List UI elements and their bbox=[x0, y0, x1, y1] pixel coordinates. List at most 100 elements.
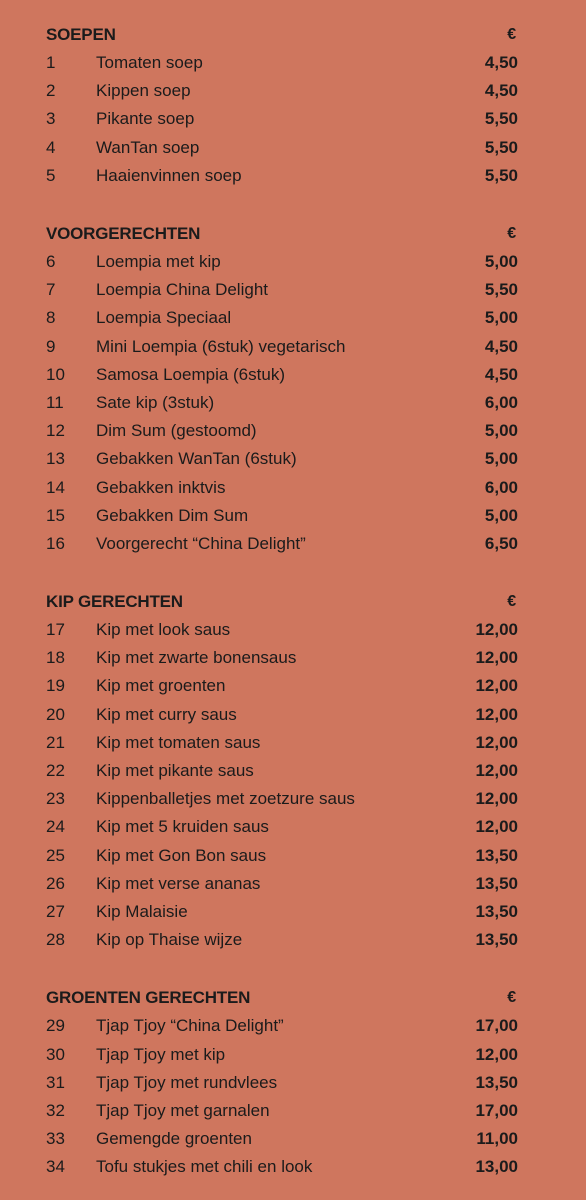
menu-item: 12 Dim Sum (gestoomd) 5,00 bbox=[46, 417, 518, 445]
section-title: VOORGERECHTEN bbox=[46, 223, 201, 243]
item-name: Mini Loempia (6stuk) vegetarisch bbox=[96, 336, 346, 356]
item-name: Kip met Gon Bon saus bbox=[96, 845, 267, 865]
item-price: 13,50 bbox=[475, 901, 518, 921]
item-price: 12,00 bbox=[475, 648, 518, 668]
item-name: Kip met curry saus bbox=[96, 704, 237, 724]
section-header: SOEPEN € bbox=[46, 21, 518, 49]
menu-item: 29 Tjap Tjoy “China Delight” 17,00 bbox=[46, 1012, 518, 1040]
item-name: Pikante soep bbox=[96, 109, 195, 129]
item-name: Loempia Speciaal bbox=[96, 308, 232, 328]
item-name: Kip met groenten bbox=[96, 676, 226, 696]
menu-item: 2 Kippen soep 4,50 bbox=[46, 77, 518, 105]
menu-item: 9 Mini Loempia (6stuk) vegetarisch 4,50 bbox=[46, 333, 518, 361]
item-name: Kip met zwarte bonensaus bbox=[96, 648, 297, 668]
item-name: Tjap Tjoy met rundvlees bbox=[96, 1072, 278, 1092]
section-header: VOORGERECHTEN € bbox=[46, 220, 518, 248]
item-price: 6,50 bbox=[484, 533, 518, 553]
item-name: Dim Sum (gestoomd) bbox=[96, 421, 257, 441]
menu-item: 8 Loempia Speciaal 5,00 bbox=[46, 304, 518, 332]
item-price: 4,50 bbox=[484, 364, 518, 384]
menu-item: 3 Pikante soep 5,50 bbox=[46, 105, 518, 133]
item-price: 6,00 bbox=[484, 477, 518, 497]
menu-item: 18 Kip met zwarte bonensaus 12,00 bbox=[46, 644, 518, 672]
item-name: Tjap Tjoy “China Delight” bbox=[96, 1016, 284, 1036]
item-number: 2 bbox=[46, 81, 56, 101]
currency-symbol: € bbox=[507, 593, 516, 610]
item-name: Kip met 5 kruiden saus bbox=[96, 817, 269, 837]
menu-item: 33 Gemengde groenten 11,00 bbox=[46, 1125, 518, 1153]
item-number: 34 bbox=[46, 1157, 65, 1177]
item-name: Kippen soep bbox=[96, 81, 191, 101]
menu-item: 21 Kip met tomaten saus 12,00 bbox=[46, 729, 518, 757]
menu-item: 19 Kip met groenten 12,00 bbox=[46, 672, 518, 700]
item-number: 32 bbox=[46, 1100, 65, 1120]
item-number: 10 bbox=[46, 364, 65, 384]
item-name: Gebakken inktvis bbox=[96, 477, 226, 497]
item-number: 31 bbox=[46, 1072, 65, 1092]
item-price: 6,00 bbox=[484, 392, 518, 412]
item-price: 12,00 bbox=[475, 704, 518, 724]
item-name: Kippenballetjes met zoetzure saus bbox=[96, 789, 355, 809]
currency-symbol: € bbox=[507, 224, 516, 242]
item-price: 5,50 bbox=[484, 280, 518, 300]
menu-section: KIP GERECHTEN € 17 Kip met look saus 12,… bbox=[46, 588, 518, 954]
item-price: 12,00 bbox=[475, 789, 518, 809]
item-number: 19 bbox=[46, 676, 65, 696]
item-number: 33 bbox=[46, 1129, 65, 1149]
item-number: 29 bbox=[46, 1016, 65, 1036]
item-number: 1 bbox=[46, 53, 56, 73]
item-price: 4,50 bbox=[484, 336, 518, 356]
item-number: 4 bbox=[46, 137, 56, 157]
section-items: 6 Loempia met kip 5,00 7 Loempia China D… bbox=[46, 248, 518, 558]
item-name: Samosa Loempia (6stuk) bbox=[96, 364, 285, 384]
section-header: KIP GERECHTEN € bbox=[46, 588, 518, 616]
menu-item: 10 Samosa Loempia (6stuk) 4,50 bbox=[46, 361, 518, 389]
item-price: 12,00 bbox=[475, 761, 518, 781]
item-number: 3 bbox=[46, 109, 56, 129]
item-name: Sate kip (3stuk) bbox=[96, 392, 215, 412]
item-number: 8 bbox=[46, 308, 56, 328]
item-price: 13,50 bbox=[475, 873, 518, 893]
item-number: 26 bbox=[46, 873, 65, 893]
menu-section: VOORGERECHTEN € 6 Loempia met kip 5,00 7… bbox=[46, 220, 518, 558]
item-price: 12,00 bbox=[475, 676, 518, 696]
item-price: 4,50 bbox=[484, 81, 518, 101]
item-number: 30 bbox=[46, 1044, 65, 1064]
menu-item: 6 Loempia met kip 5,00 bbox=[46, 248, 518, 276]
section-items: 17 Kip met look saus 12,00 18 Kip met zw… bbox=[46, 616, 518, 954]
item-name: Voorgerecht “China Delight” bbox=[96, 533, 306, 553]
item-name: Tjap Tjoy met kip bbox=[96, 1044, 226, 1064]
item-name: Tjap Tjoy met garnalen bbox=[96, 1100, 270, 1120]
menu-item: 13 Gebakken WanTan (6stuk) 5,00 bbox=[46, 445, 518, 473]
menu-item: 16 Voorgerecht “China Delight” 6,50 bbox=[46, 530, 518, 558]
menu-item: 34 Tofu stukjes met chili en look 13,00 bbox=[46, 1153, 518, 1181]
item-number: 24 bbox=[46, 817, 65, 837]
item-name: Haaienvinnen soep bbox=[96, 165, 242, 185]
item-number: 25 bbox=[46, 845, 65, 865]
item-name: Loempia China Delight bbox=[96, 280, 268, 300]
menu-item: 23 Kippenballetjes met zoetzure saus 12,… bbox=[46, 785, 518, 813]
item-number: 15 bbox=[46, 505, 65, 525]
item-number: 12 bbox=[46, 421, 65, 441]
section-items: 1 Tomaten soep 4,50 2 Kippen soep 4,50 3… bbox=[46, 49, 518, 190]
item-price: 5,00 bbox=[484, 449, 518, 469]
item-name: Tofu stukjes met chili en look bbox=[96, 1157, 313, 1177]
item-price: 5,50 bbox=[484, 109, 518, 129]
item-name: Kip op Thaise wijze bbox=[96, 930, 243, 950]
menu-item: 22 Kip met pikante saus 12,00 bbox=[46, 757, 518, 785]
item-number: 14 bbox=[46, 477, 65, 497]
menu-item: 24 Kip met 5 kruiden saus 12,00 bbox=[46, 813, 518, 841]
item-number: 22 bbox=[46, 761, 65, 781]
item-name: Tomaten soep bbox=[96, 53, 203, 73]
item-number: 5 bbox=[46, 165, 56, 185]
item-number: 16 bbox=[46, 533, 65, 553]
item-number: 7 bbox=[46, 280, 56, 300]
menu-item: 11 Sate kip (3stuk) 6,00 bbox=[46, 389, 518, 417]
menu-item: 30 Tjap Tjoy met kip 12,00 bbox=[46, 1040, 518, 1068]
menu-item: 28 Kip op Thaise wijze 13,50 bbox=[46, 926, 518, 954]
menu-item: 5 Haaienvinnen soep 5,50 bbox=[46, 162, 518, 190]
menu-item: 32 Tjap Tjoy met garnalen 17,00 bbox=[46, 1097, 518, 1125]
item-number: 6 bbox=[46, 252, 56, 272]
item-price: 12,00 bbox=[475, 620, 518, 640]
section-header: GROENTEN GERECHTEN € bbox=[46, 984, 518, 1012]
